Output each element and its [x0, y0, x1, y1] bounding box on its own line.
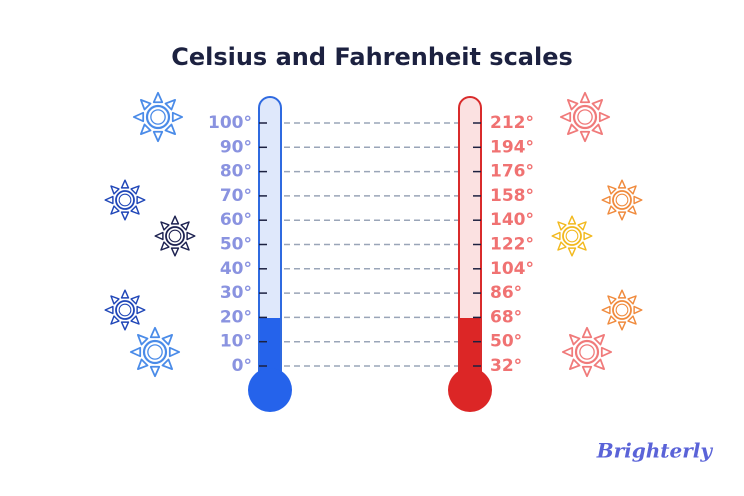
- sun: [129, 326, 181, 378]
- fahrenheit-label: 50°: [490, 332, 522, 352]
- celsius-label: 50°: [220, 235, 252, 255]
- sun: [601, 179, 643, 221]
- fahrenheit-label: 212°: [490, 113, 534, 133]
- sun: [561, 326, 613, 378]
- brand: Brighterly: [596, 439, 714, 463]
- fahrenheit-label: 104°: [490, 259, 534, 279]
- celsius-label: 0°: [232, 356, 252, 376]
- fahrenheit-label: 68°: [490, 307, 522, 327]
- celsius-label: 20°: [220, 307, 252, 327]
- celsius-label: 90°: [220, 137, 252, 157]
- celsius-bulb: [248, 368, 292, 412]
- fahrenheit-label: 86°: [490, 283, 522, 303]
- sun: [104, 179, 146, 221]
- fahrenheit-label: 140°: [490, 210, 534, 230]
- suns: [104, 91, 643, 378]
- celsius-label: 70°: [220, 186, 252, 206]
- sun: [559, 91, 611, 143]
- sun: [601, 289, 643, 331]
- scales: 100° 90° 80° 70° 60° 50° 40° 30° 20° 10° 0° 212° 194…: [208, 113, 534, 376]
- title: Celsius and Fahrenheit scales: [171, 43, 573, 71]
- fahrenheit-label: 158°: [490, 186, 534, 206]
- fahrenheit-label: 194°: [490, 137, 534, 157]
- celsius-label: 30°: [220, 283, 252, 303]
- fahrenheit-bulb: [448, 368, 492, 412]
- celsius-label: 100°: [208, 113, 252, 133]
- celsius-label: 80°: [220, 162, 252, 182]
- celsius-label: 10°: [220, 332, 252, 352]
- fahrenheit-label: 176°: [490, 162, 534, 182]
- sun: [154, 215, 196, 257]
- fahrenheit-label: 122°: [490, 235, 534, 255]
- sun: [551, 215, 593, 257]
- sun: [104, 289, 146, 331]
- fahrenheit-label: 32°: [490, 356, 522, 376]
- sun: [132, 91, 184, 143]
- celsius-label: 60°: [220, 210, 252, 230]
- celsius-label: 40°: [220, 259, 252, 279]
